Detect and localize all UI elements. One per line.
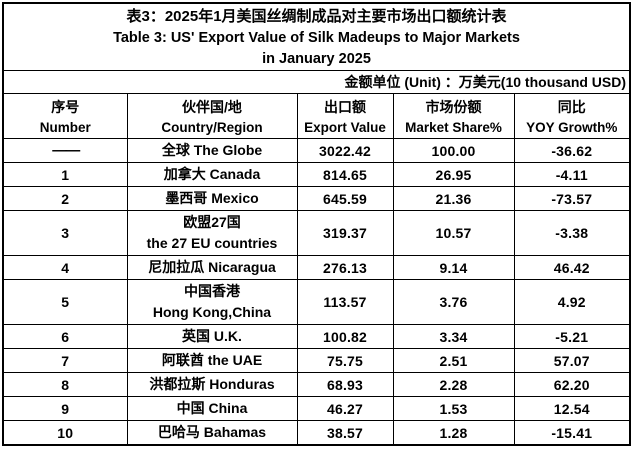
col-header-yoy-growth: 同比 YOY Growth% (513, 93, 631, 139)
col-header-market-share: 市场份额 Market Share% (392, 93, 515, 139)
export-value-cell: 113.57 (296, 279, 394, 325)
title-line-en: Table 3: US' Export Value of Silk Madeup… (113, 30, 520, 46)
market-share-cell: 10.57 (392, 210, 515, 256)
row-number-cell: 6 (2, 324, 128, 349)
table-row-eu: 3 欧盟27国 the 27 EU countries 319.37 10.57… (2, 210, 631, 256)
country-cell: 巴哈马 Bahamas (126, 420, 298, 446)
col-header-export-value-cn: 出口额 (324, 99, 366, 115)
table-row-china: 9 中国 China 46.27 1.53 12.54 (2, 396, 631, 421)
unit-note: 金额单位 (Unit) ：万美元(10 thousand USD) (2, 70, 631, 94)
row-number-cell: 1 (2, 162, 128, 187)
column-header-row: 序号 Number 伙伴国/地 Country/Region 出口额 Expor… (2, 93, 631, 139)
col-header-number-cn: 序号 (51, 99, 80, 115)
table-row-globe: —— 全球 The Globe 3022.42 100.00 -36.62 (2, 138, 631, 163)
market-share-cell: 26.95 (392, 162, 515, 187)
export-value-cell: 3022.42 (296, 138, 394, 163)
table-row-mexico: 2 墨西哥 Mexico 645.59 21.36 -73.57 (2, 186, 631, 211)
row-number-cell: —— (2, 138, 128, 163)
yoy-growth-cell: -5.21 (513, 324, 631, 349)
country-cell: 尼加拉瓜 Nicaragua (126, 255, 298, 280)
yoy-growth-cell: -15.41 (513, 420, 631, 446)
title-row: 表3：2025年1月美国丝绸制成品对主要市场出口额统计表 Table 3: US… (2, 2, 631, 71)
yoy-growth-cell: 12.54 (513, 396, 631, 421)
table-row-canada: 1 加拿大 Canada 814.65 26.95 -4.11 (2, 162, 631, 187)
table-row-hongkong: 5 中国香港 Hong Kong,China 113.57 3.76 4.92 (2, 279, 631, 325)
market-share-cell: 21.36 (392, 186, 515, 211)
table-row-nicaragua: 4 尼加拉瓜 Nicaragua 276.13 9.14 46.42 (2, 255, 631, 280)
export-value-cell: 38.57 (296, 420, 394, 446)
col-header-export-value: 出口额 Export Value (296, 93, 394, 139)
row-number-cell: 3 (2, 210, 128, 256)
country-cell: 中国 China (126, 396, 298, 421)
col-header-country-cn: 伙伴国/地 (182, 99, 242, 115)
yoy-growth-cell: 62.20 (513, 372, 631, 397)
row-number-cell: 4 (2, 255, 128, 280)
yoy-growth-cell: 46.42 (513, 255, 631, 280)
col-header-market-share-cn: 市场份额 (425, 99, 482, 115)
row-number-cell: 8 (2, 372, 128, 397)
country-cell: 中国香港 Hong Kong,China (126, 279, 298, 325)
market-share-cell: 2.51 (392, 348, 515, 373)
country-cell: 墨西哥 Mexico (126, 186, 298, 211)
export-value-cell: 645.59 (296, 186, 394, 211)
row-number-cell: 7 (2, 348, 128, 373)
yoy-growth-cell: 4.92 (513, 279, 631, 325)
market-share-cell: 3.34 (392, 324, 515, 349)
yoy-growth-cell: -36.62 (513, 138, 631, 163)
title-line-cn: 表3：2025年1月美国丝绸制成品对主要市场出口额统计表 (126, 8, 507, 25)
export-value-cell: 68.93 (296, 372, 394, 397)
col-header-export-value-en: Export Value (304, 120, 386, 135)
yoy-growth-cell: -4.11 (513, 162, 631, 187)
country-cell: 英国 U.K. (126, 324, 298, 349)
table-row-honduras: 8 洪都拉斯 Honduras 68.93 2.28 62.20 (2, 372, 631, 397)
title-line-date: in January 2025 (262, 51, 371, 67)
col-header-country: 伙伴国/地 Country/Region (126, 93, 298, 139)
country-cell: 阿联酋 the UAE (126, 348, 298, 373)
export-stats-table: 表3：2025年1月美国丝绸制成品对主要市场出口额统计表 Table 3: US… (2, 2, 632, 446)
yoy-growth-cell: -73.57 (513, 186, 631, 211)
row-number-cell: 2 (2, 186, 128, 211)
export-value-cell: 319.37 (296, 210, 394, 256)
country-cell: 洪都拉斯 Honduras (126, 372, 298, 397)
market-share-cell: 2.28 (392, 372, 515, 397)
export-value-cell: 100.82 (296, 324, 394, 349)
market-share-cell: 3.76 (392, 279, 515, 325)
export-value-cell: 46.27 (296, 396, 394, 421)
table-row-uk: 6 英国 U.K. 100.82 3.34 -5.21 (2, 324, 631, 349)
export-value-cell: 814.65 (296, 162, 394, 187)
market-share-cell: 1.53 (392, 396, 515, 421)
market-share-cell: 1.28 (392, 420, 515, 446)
row-number-cell: 9 (2, 396, 128, 421)
country-cell: 全球 The Globe (126, 138, 298, 163)
yoy-growth-cell: -3.38 (513, 210, 631, 256)
row-number-cell: 5 (2, 279, 128, 325)
export-value-cell: 276.13 (296, 255, 394, 280)
market-share-cell: 100.00 (392, 138, 515, 163)
col-header-yoy-growth-en: YOY Growth% (526, 120, 618, 135)
col-header-number-en: Number (39, 120, 91, 135)
col-header-yoy-growth-cn: 同比 (557, 99, 586, 115)
market-share-cell: 9.14 (392, 255, 515, 280)
country-cell: 加拿大 Canada (126, 162, 298, 187)
export-value-cell: 75.75 (296, 348, 394, 373)
table-title: 表3：2025年1月美国丝绸制成品对主要市场出口额统计表 Table 3: US… (2, 2, 631, 71)
row-number-cell: 10 (2, 420, 128, 446)
country-cell: 欧盟27国 the 27 EU countries (126, 210, 298, 256)
table-row-uae: 7 阿联酋 the UAE 75.75 2.51 57.07 (2, 348, 631, 373)
col-header-number: 序号 Number (2, 93, 128, 139)
table-row-bahamas: 10 巴哈马 Bahamas 38.57 1.28 -15.41 (2, 420, 631, 446)
col-header-country-en: Country/Region (161, 120, 263, 135)
yoy-growth-cell: 57.07 (513, 348, 631, 373)
col-header-market-share-en: Market Share% (405, 120, 502, 135)
unit-row: 金额单位 (Unit) ：万美元(10 thousand USD) (2, 70, 631, 94)
dash-placeholder: —— (52, 142, 80, 159)
